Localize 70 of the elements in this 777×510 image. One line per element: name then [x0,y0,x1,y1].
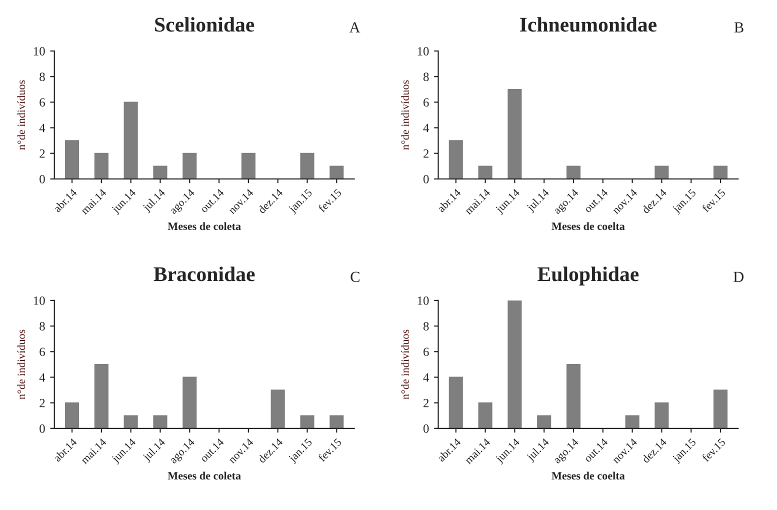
bar [508,300,522,428]
bar [713,390,728,428]
bar [153,166,168,179]
bar [625,415,640,428]
y-axis-title: n°de indivíduos [401,330,409,400]
bar [448,376,463,428]
y-tick-label: 6 [40,98,45,107]
bar [64,140,80,179]
text: C [350,272,360,282]
y-tick-label: 6 [40,348,45,356]
bar [478,166,492,179]
bar [124,102,138,179]
bar [566,166,581,179]
y-tick-label: 10 [418,296,429,305]
y-tick-label: 4 [423,124,430,132]
bar [713,166,728,179]
bar [300,152,314,179]
y-tick-label: 0 [423,424,429,433]
text: A [349,22,360,32]
y-tick-label: 10 [34,296,45,305]
y-tick-label: 4 [39,124,46,132]
x-axis-title: Meses de coleta [168,472,241,480]
bar [182,376,197,428]
bar [64,402,80,428]
chart-title: Ichneumonidae [520,17,657,32]
bar [654,402,669,428]
bar [478,402,492,428]
y-tick-label: 8 [423,72,429,82]
y-tick-label: 2 [40,149,45,158]
bar [330,166,344,179]
y-axis-title: n°de indivíduos [17,330,26,400]
y-tick-label: 2 [424,149,429,158]
y-tick-label: 10 [418,47,429,56]
y-tick-label: 6 [424,348,429,356]
y-tick-label: 0 [423,174,429,184]
bar [654,166,669,179]
bar [330,415,344,428]
y-tick-label: 2 [40,398,45,408]
y-axis-title: n°de indivíduos [17,80,26,150]
y-tick-label: 0 [40,424,45,433]
y-tick-label: 6 [424,98,429,107]
x-axis-title: Meses de coelta [552,222,625,230]
x-axis-title: Meses de coleta [168,222,241,230]
bar [566,364,581,428]
bar [94,364,108,428]
text: B [734,22,744,32]
y-tick-label: 4 [423,373,430,382]
chart-title: Braconidae [154,266,255,282]
y-tick-label: 0 [40,174,45,184]
bar [300,415,314,428]
text: D [734,272,744,282]
bar [537,415,552,428]
y-tick-label: 8 [40,322,45,331]
chart-title: Eulophidae [538,266,639,286]
bar [241,152,256,179]
bar [448,140,463,179]
x-axis-title: Meses de coelta [552,472,625,480]
y-tick-label: 10 [34,47,45,56]
bar [182,152,197,179]
bar [270,390,285,428]
y-tick-label: 4 [39,373,46,382]
bar [153,415,168,428]
chart-title: Scelionidae [155,17,254,32]
y-tick-label: 8 [40,72,45,82]
bar [124,415,138,428]
bar [508,88,522,179]
y-tick-label: 8 [423,322,429,331]
y-tick-label: 2 [424,398,429,408]
bar [94,152,108,179]
y-axis-title: n°de indivíduos [401,80,409,150]
